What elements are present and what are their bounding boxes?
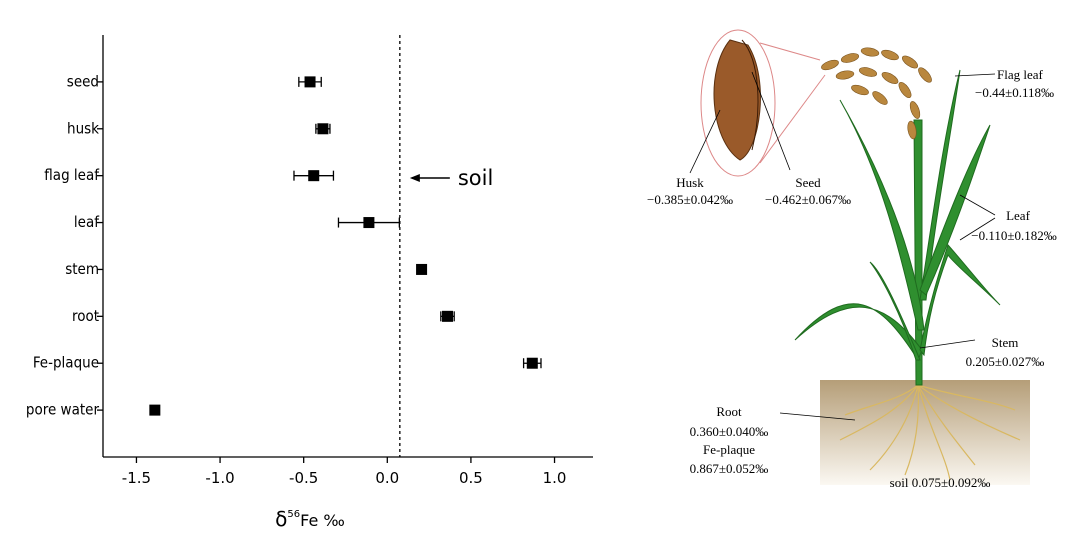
soil-label: soil 0.075±0.092‰ [890, 475, 991, 490]
reference-arrowhead [409, 174, 420, 183]
reference-label: soil [458, 166, 493, 190]
x-tick-label: -0.5 [289, 469, 318, 487]
root-name: Root [716, 404, 742, 419]
seed-value: −0.462±0.067‰ [765, 192, 851, 207]
seed-name: Seed [795, 175, 821, 190]
marker [363, 217, 375, 229]
y-tick-label: root [72, 307, 99, 325]
axes [102, 35, 593, 458]
stem-value: 0.205±0.027‰ [966, 354, 1045, 369]
x-tick-label: -1.5 [122, 469, 151, 487]
marker [149, 404, 161, 416]
marker [317, 123, 329, 135]
husk-value: −0.385±0.042‰ [647, 192, 733, 207]
leaf-value: −0.110±0.182‰ [971, 228, 1056, 243]
marker [304, 76, 316, 88]
y-tick-label: pore water [26, 401, 100, 419]
y-tick-label: husk [67, 119, 99, 137]
y-tick-label: seed [67, 72, 99, 90]
x-tick-label: 1.0 [543, 469, 567, 487]
y-tick-label: Fe-plaque [33, 354, 99, 372]
leaf-name: Leaf [1006, 208, 1030, 223]
x-label-sup: 56 [287, 509, 300, 520]
husk-name: Husk [676, 175, 704, 190]
marker [416, 263, 428, 275]
plant-illustration [689, 29, 1030, 485]
x-axis-label: δ56Fe ‰ [275, 507, 345, 531]
x-tick-label: 0.0 [375, 469, 399, 487]
y-tick-label: flag leaf [44, 166, 100, 184]
x-tick-label: 0.5 [459, 469, 483, 487]
flag-leaf-name: Flag leaf [997, 67, 1044, 82]
x-tick-label: -1.0 [205, 469, 234, 487]
root-value: 0.360±0.040‰ [690, 424, 769, 439]
flag-leaf-value: −0.44±0.118‰ [975, 85, 1054, 100]
y-tick-label: stem [65, 260, 99, 278]
fe-plaque-value: 0.867±0.052‰ [690, 461, 769, 476]
marker [442, 310, 454, 322]
fe-plaque-name: Fe-plaque [703, 442, 755, 457]
y-tick-label: leaf [74, 213, 100, 231]
x-label-rest: Fe ‰ [300, 511, 345, 530]
x-label-symbol: δ [275, 507, 287, 531]
marker [526, 357, 538, 369]
stem-name: Stem [992, 335, 1019, 350]
marker [308, 170, 320, 182]
